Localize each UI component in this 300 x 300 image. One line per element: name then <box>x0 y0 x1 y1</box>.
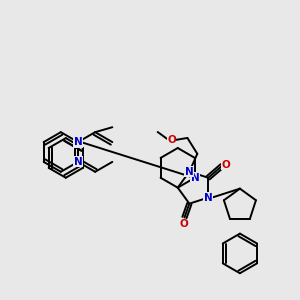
Text: N: N <box>74 157 82 167</box>
Text: N: N <box>204 193 213 202</box>
Text: N: N <box>185 167 194 177</box>
Text: O: O <box>222 160 230 170</box>
Text: O: O <box>167 135 176 145</box>
Text: N: N <box>74 137 82 147</box>
Text: N: N <box>190 173 199 183</box>
Text: O: O <box>179 220 188 230</box>
